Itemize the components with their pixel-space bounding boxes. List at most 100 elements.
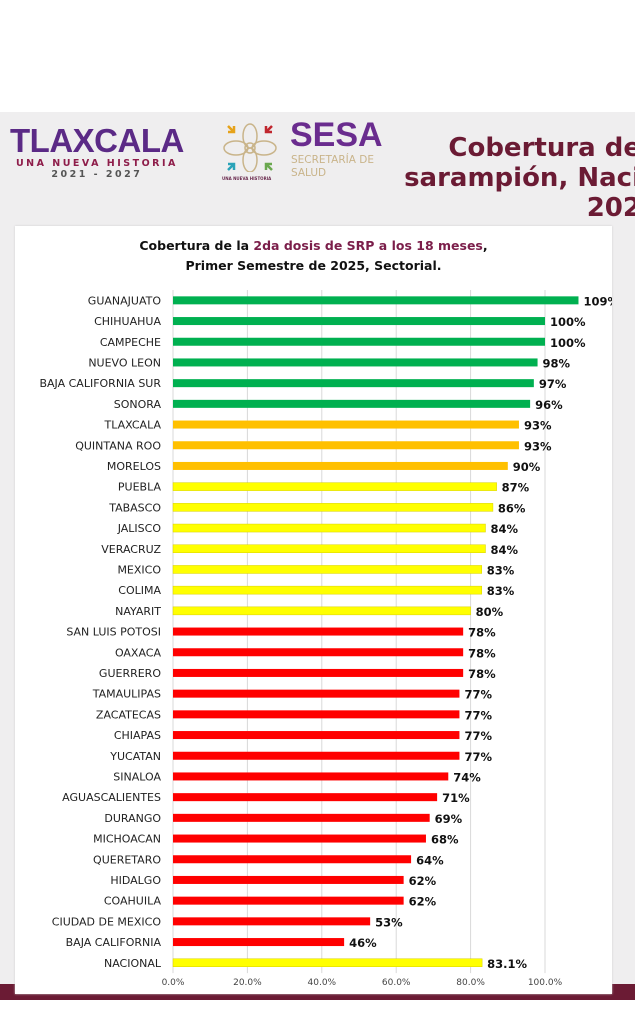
data-label: 80% — [476, 605, 504, 619]
data-label: 83% — [487, 584, 515, 598]
data-label: 100% — [550, 336, 586, 350]
category-label: GUERRERO — [99, 667, 161, 680]
data-label: 93% — [524, 419, 552, 433]
category-label: SINALOA — [113, 770, 161, 783]
category-label: TLAXCALA — [104, 419, 162, 432]
bar — [173, 793, 438, 802]
category-label: CAMPECHE — [100, 336, 161, 349]
data-label: 68% — [431, 833, 459, 847]
bar — [173, 296, 579, 305]
category-label: TABASCO — [108, 501, 161, 514]
data-label: 87% — [502, 481, 530, 495]
data-label: 71% — [442, 791, 470, 805]
data-label: 78% — [468, 667, 496, 681]
data-label: 96% — [535, 398, 563, 412]
data-label: 78% — [468, 646, 496, 660]
data-label: 83% — [487, 563, 515, 577]
bar — [173, 627, 464, 636]
bar — [172, 503, 494, 512]
slide-title: Cobertura de sarampión, Naci 202 — [404, 133, 635, 223]
category-label: COLIMA — [118, 584, 161, 597]
category-label: TAMAULIPAS — [92, 688, 161, 701]
sesa-sub-line2: SALUD — [291, 167, 327, 179]
bar — [172, 544, 486, 553]
slide-title-line3: 202 — [586, 193, 635, 223]
bar-chart: 0.0% 20.0% 40.0% 60.0% 80.0% 100.0% GUANAJUATO… — [39, 290, 612, 988]
bar — [173, 772, 449, 781]
data-label: 77% — [464, 708, 492, 722]
x-tick-label: 60.0% — [382, 978, 411, 988]
tlaxcala-logo: TLAXCALA UNA NUEVA HISTORIA 2021 - 2027 — [10, 122, 184, 180]
tlaxcala-logo-name: TLAXCALA — [10, 122, 184, 159]
x-tick-label: 80.0% — [456, 978, 485, 988]
data-label: 84% — [490, 522, 518, 536]
bar — [173, 689, 460, 698]
data-label: 77% — [464, 688, 492, 702]
category-label: YUCATAN — [109, 750, 161, 763]
bar — [172, 606, 471, 616]
slide-title-line2: sarampión, Naci — [404, 163, 635, 193]
data-label: 90% — [513, 460, 541, 474]
category-label: CIUDAD DE MEXICO — [52, 915, 162, 928]
data-label: 62% — [409, 895, 437, 909]
data-label: 69% — [435, 812, 463, 826]
tlaxcala-logo-years: 2021 - 2027 — [51, 169, 143, 180]
bar — [173, 813, 430, 822]
category-label: PUEBLA — [118, 481, 162, 494]
category-label: CHIHUAHUA — [94, 315, 161, 328]
category-label: OAXACA — [115, 646, 162, 659]
category-label: BAJA CALIFORNIA — [66, 936, 162, 949]
data-label: 77% — [464, 750, 492, 764]
category-label: AGUASCALIENTES — [62, 791, 161, 804]
bar — [172, 958, 483, 967]
flower-caption: UNA NUEVA HISTORIA — [222, 176, 272, 181]
data-label: 62% — [409, 874, 437, 888]
chart-title-part2: , — [482, 238, 488, 253]
data-label: 74% — [453, 770, 481, 784]
data-label: 78% — [468, 626, 496, 640]
x-tick-label: 40.0% — [308, 978, 337, 988]
bar — [173, 648, 464, 657]
bar — [173, 834, 426, 843]
data-label: 64% — [416, 853, 444, 867]
category-label: COAHUILA — [104, 895, 162, 908]
chart-card: Cobertura de la 2da dosis de SRP a los 1… — [15, 226, 612, 994]
bar — [173, 938, 345, 947]
x-tick-label: 100.0% — [528, 978, 563, 988]
data-label: 77% — [464, 729, 492, 743]
x-tick-label: 20.0% — [233, 978, 262, 988]
category-label: MORELOS — [107, 460, 161, 473]
bar — [173, 461, 508, 470]
x-tick-label: 0.0% — [162, 978, 185, 988]
sesa-logo-subtitle: SECRETARÍA DE SALUD — [291, 154, 374, 180]
category-label: CHIAPAS — [114, 729, 161, 742]
category-label: HIDALGO — [110, 874, 161, 887]
bar — [173, 710, 460, 719]
chart-title: Cobertura de la 2da dosis de SRP a los 1… — [15, 236, 612, 276]
data-label: 100% — [550, 315, 586, 329]
bar — [173, 358, 538, 367]
category-label: MICHOACAN — [93, 833, 161, 846]
bar — [172, 523, 486, 533]
flower-logo-icon — [223, 123, 277, 172]
data-label: 98% — [543, 356, 571, 370]
category-label: MEXICO — [117, 563, 161, 576]
bar — [173, 875, 404, 884]
bar — [173, 896, 404, 905]
data-label: 53% — [375, 915, 403, 929]
bar — [173, 441, 519, 450]
sesa-logo-name: SESA — [290, 116, 383, 154]
bar — [173, 751, 460, 760]
data-label: 46% — [349, 936, 377, 950]
bar — [172, 482, 497, 491]
chart-title-part1: Cobertura de la — [139, 238, 254, 253]
category-label: VERACRUZ — [101, 543, 161, 556]
data-label: 93% — [524, 439, 552, 453]
bar — [173, 399, 531, 408]
bar — [172, 565, 483, 574]
data-label: 97% — [539, 377, 567, 391]
data-label: 83.1% — [487, 957, 527, 971]
category-label: QUINTANA ROO — [75, 439, 161, 452]
bar — [173, 317, 545, 326]
category-label: SAN LUIS POTOSI — [66, 626, 161, 639]
